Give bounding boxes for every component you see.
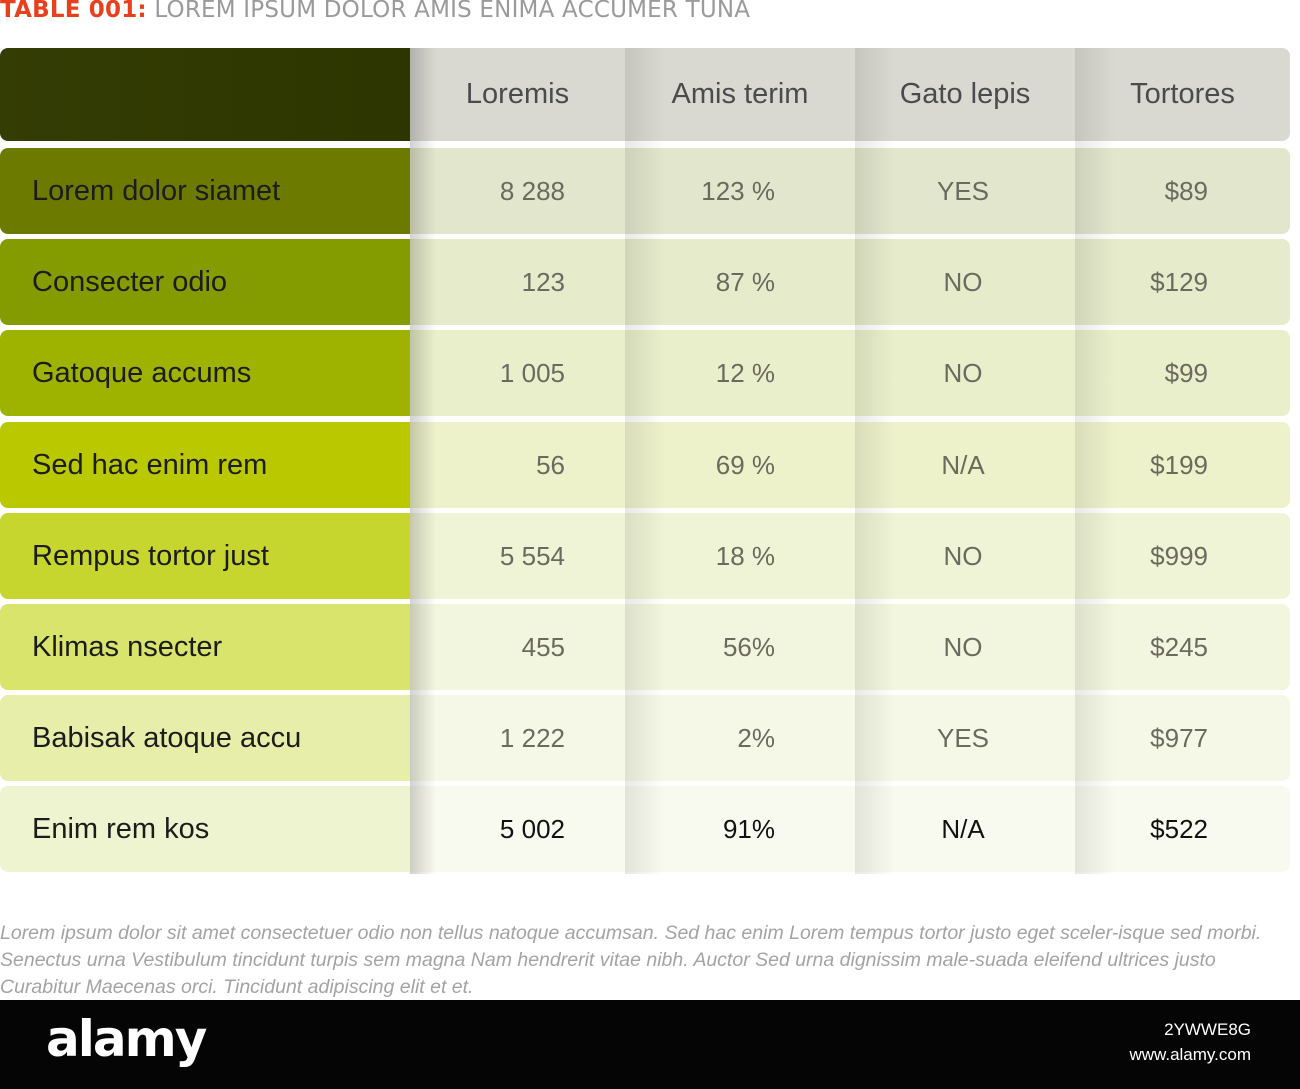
table-cell: 91% [722, 814, 775, 845]
table-row: Babisak atoque accu 1 222 2% YES $977 [0, 695, 1290, 782]
column-header-tortores: Tortores [1130, 78, 1235, 110]
row-label: Babisak atoque accu [0, 695, 410, 782]
column-header-amis-terim: Amis terim [671, 78, 809, 110]
table-cell: 455 [521, 632, 565, 662]
row-data-background [410, 604, 1290, 690]
table-cell: $99 [1164, 358, 1208, 389]
table-cell: YES [936, 723, 990, 754]
site-url: www.alamy.com [1129, 1045, 1251, 1064]
table-header-row [410, 48, 1290, 141]
table-cell: 1 005 [499, 358, 565, 389]
table-cell: $522 [1150, 814, 1208, 845]
table-cell: 2% [737, 723, 775, 754]
table-title: TABLE 001: LOREM IPSUM DOLOR AMIS ENIMA … [0, 0, 750, 27]
row-data-background [410, 786, 1290, 873]
table-cell: 8 288 [499, 176, 565, 206]
table-cell: 87 % [715, 267, 775, 298]
row-data-background [410, 330, 1290, 417]
table-cell: $199 [1150, 449, 1208, 480]
table-row: Klimas nsecter 455 56% NO $245 [0, 604, 1290, 690]
image-id: 2YWWE8G [1164, 1020, 1251, 1039]
table-cell: 1 222 [499, 723, 565, 754]
table-row: Consecter odio 123 87 % NO $129 [0, 239, 1290, 326]
row-data-background [410, 239, 1290, 326]
table-cell: $129 [1150, 267, 1208, 298]
column-header-loremis: Loremis [465, 78, 570, 110]
watermark-banner: alamy 2YWWE8G www.alamy.com [0, 1000, 1300, 1089]
row-label: Enim rem kos [0, 786, 410, 873]
row-label: Sed hac enim rem [0, 421, 410, 508]
table-cell: NO [943, 632, 983, 662]
table-cell: 18 % [715, 540, 775, 571]
table-cell: 69 % [715, 449, 775, 480]
table-cell: 5 002 [499, 814, 565, 845]
table-cell: 12 % [715, 358, 775, 389]
row-data-background [410, 695, 1290, 782]
table-cell: $89 [1164, 176, 1208, 206]
table-row: Enim rem kos 5 002 91% N/A $522 [0, 786, 1290, 873]
row-label: Lorem dolor siamet [0, 148, 410, 234]
table-cell: N/A [941, 449, 985, 480]
table-cell: $999 [1150, 540, 1208, 571]
row-data-background [410, 148, 1290, 234]
data-table: Loremis Amis terim Gato lepis Tortores L… [0, 48, 1290, 874]
table-code: TABLE 001: [0, 0, 147, 23]
table-footnote: Lorem ipsum dolor sit amet consectetuer … [0, 922, 1262, 998]
row-label: Gatoque accums [0, 330, 410, 417]
table-cell: YES [936, 176, 990, 206]
row-data-background [410, 421, 1290, 508]
row-label: Consecter odio [0, 239, 410, 326]
table-cell: NO [943, 358, 983, 389]
table-cell: 123 % [701, 176, 775, 206]
table-cell: 5 554 [499, 540, 565, 571]
table-row: Sed hac enim rem 56 69 % N/A $199 [0, 421, 1290, 508]
table-row: Lorem dolor siamet 8 288 123 % YES $89 [0, 148, 1290, 234]
table-row: Gatoque accums 1 005 12 % NO $99 [0, 330, 1290, 417]
column-header-gato-lepis: Gato lepis [899, 78, 1031, 110]
alamy-logo: alamy [46, 1010, 207, 1068]
table-corner-header [0, 48, 410, 141]
table-cell: NO [943, 267, 983, 298]
table-cell: 56 [536, 449, 565, 480]
row-label: Rempus tortor just [0, 512, 410, 599]
row-data-background [410, 512, 1290, 599]
table-cell: 56% [722, 632, 775, 662]
table-cell: $245 [1150, 632, 1208, 662]
table-cell: $977 [1150, 723, 1208, 754]
table-cell: N/A [941, 814, 985, 845]
table-title-text: LOREM IPSUM DOLOR AMIS ENIMA ACCUMER TUN… [154, 0, 751, 23]
table-row: Rempus tortor just 5 554 18 % NO $999 [0, 512, 1290, 599]
table-cell: NO [943, 540, 983, 571]
row-label: Klimas nsecter [0, 604, 410, 690]
table-cell: 123 [521, 267, 565, 298]
